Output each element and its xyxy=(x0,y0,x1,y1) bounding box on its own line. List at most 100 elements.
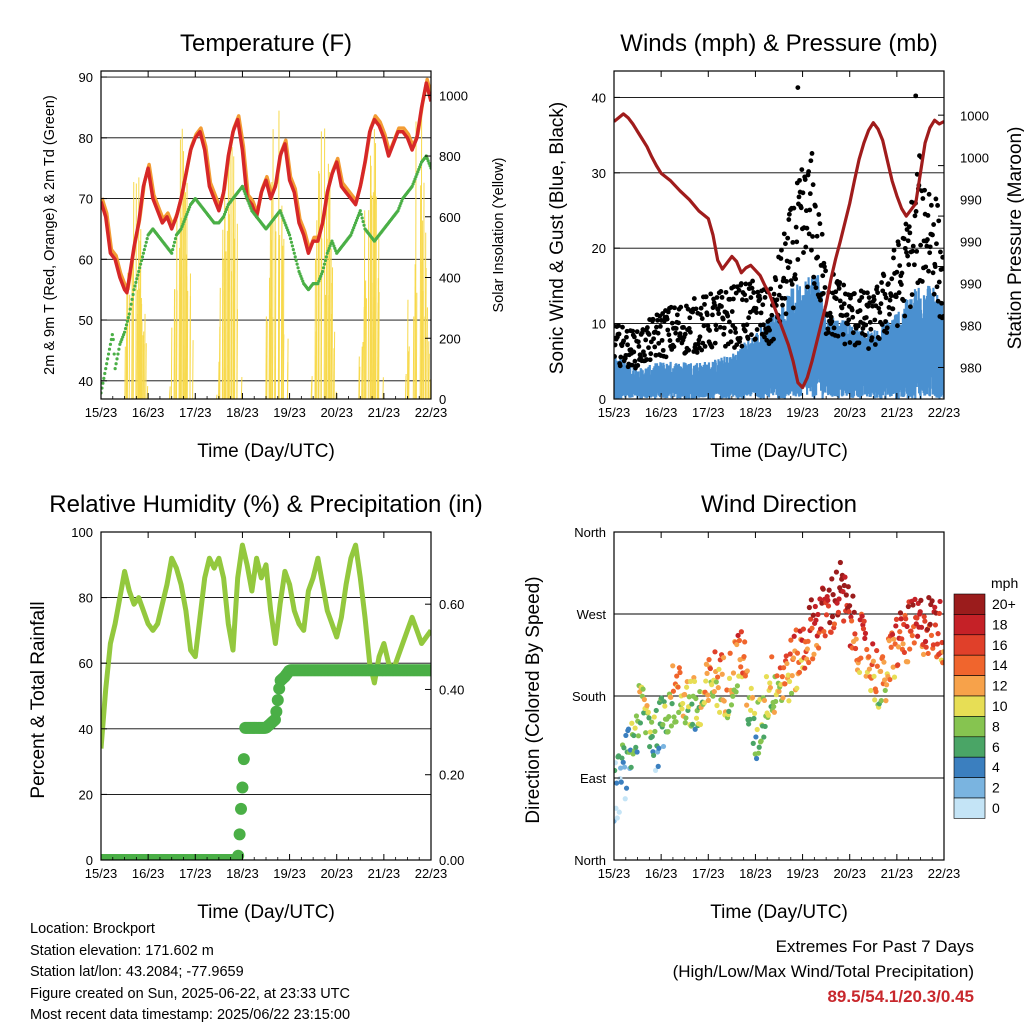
direction-point xyxy=(809,626,814,631)
gust-point xyxy=(758,297,763,302)
gust-point xyxy=(645,325,650,330)
gust-point xyxy=(771,337,776,342)
gust-point xyxy=(806,169,811,174)
direction-point xyxy=(935,631,940,636)
direction-point xyxy=(753,734,758,739)
figure-created: Figure created on Sun, 2025-06-22, at 23… xyxy=(30,984,350,1006)
gust-point xyxy=(755,327,760,332)
gust-point xyxy=(743,329,748,334)
gust-point xyxy=(805,285,810,290)
direction-point xyxy=(621,760,626,765)
dewpoint-point xyxy=(294,255,297,258)
direction-point xyxy=(692,679,697,684)
y-tick-label: South xyxy=(572,689,606,704)
direction-point xyxy=(677,670,682,675)
rainfall-point xyxy=(238,753,250,765)
direction-point xyxy=(928,622,933,627)
gust-point xyxy=(912,262,917,267)
direction-point xyxy=(712,689,717,694)
direction-point xyxy=(879,698,884,703)
direction-point xyxy=(756,751,761,756)
direction-point xyxy=(624,786,629,791)
direction-point xyxy=(737,638,742,643)
direction-point xyxy=(878,669,883,674)
gust-point xyxy=(768,317,773,322)
direction-point xyxy=(706,657,711,662)
gust-point xyxy=(887,312,892,317)
y-tick-label: West xyxy=(577,607,607,622)
gust-point xyxy=(719,289,724,294)
direction-point xyxy=(919,625,924,630)
gust-point xyxy=(778,256,783,261)
gust-point xyxy=(810,151,815,156)
gust-point xyxy=(733,326,738,331)
dewpoint-point xyxy=(123,331,126,334)
direction-point xyxy=(751,716,756,721)
direction-point xyxy=(615,815,620,820)
direction-point xyxy=(766,713,771,718)
direction-point xyxy=(768,685,773,690)
gust-point xyxy=(795,85,800,90)
direction-point xyxy=(797,670,802,675)
gust-point xyxy=(746,336,751,341)
direction-point xyxy=(881,660,886,665)
direction-point xyxy=(922,614,927,619)
direction-point xyxy=(730,694,735,699)
dewpoint-point xyxy=(296,266,299,269)
gust-point xyxy=(754,310,759,315)
direction-point xyxy=(638,720,643,725)
direction-point xyxy=(816,645,821,650)
x-tick-label: 22/23 xyxy=(415,405,448,420)
direction-point xyxy=(703,678,708,683)
dewpoint-point xyxy=(131,298,134,301)
dewpoint-point xyxy=(325,255,328,258)
gust-point xyxy=(646,345,651,350)
direction-point xyxy=(872,697,877,702)
gust-point xyxy=(666,332,671,337)
dewpoint-point xyxy=(321,270,324,273)
gust-point xyxy=(719,304,724,309)
dewpoint-point xyxy=(173,241,176,244)
gust-point xyxy=(841,283,846,288)
direction-point xyxy=(912,640,917,645)
gust-point xyxy=(673,331,678,336)
gust-point xyxy=(868,327,873,332)
direction-point xyxy=(714,679,719,684)
direction-point xyxy=(647,744,652,749)
gust-point xyxy=(812,281,817,286)
gust-point xyxy=(783,241,788,246)
legend-swatch xyxy=(954,676,985,696)
direction-point xyxy=(781,665,786,670)
y-tick-label: 50 xyxy=(79,313,93,328)
direction-point xyxy=(898,610,903,615)
y-tick-label: 100 xyxy=(71,525,93,540)
direction-point xyxy=(829,630,834,635)
y-tick-label: 10 xyxy=(592,317,606,332)
dewpoint-point xyxy=(104,367,107,370)
dewpoint-point xyxy=(129,308,132,311)
direction-point xyxy=(660,722,665,727)
y-tick-label: North xyxy=(574,853,606,868)
direction-point xyxy=(633,726,638,731)
legend-swatch xyxy=(954,798,985,818)
direction-point xyxy=(929,633,934,638)
gust-point xyxy=(654,325,659,330)
direction-point xyxy=(635,749,640,754)
direction-point xyxy=(918,598,923,603)
direction-point xyxy=(847,603,852,608)
direction-point xyxy=(857,670,862,675)
gust-point xyxy=(694,306,699,311)
gust-point xyxy=(759,310,764,315)
gust-point xyxy=(883,319,888,324)
gust-point xyxy=(850,308,855,313)
direction-point xyxy=(875,664,880,669)
gust-point xyxy=(793,272,798,277)
gust-point xyxy=(750,279,755,284)
gust-point xyxy=(895,323,900,328)
gust-point xyxy=(635,363,640,368)
dewpoint-point xyxy=(112,338,115,341)
gust-point xyxy=(773,277,778,282)
y2-tick-label: 980 xyxy=(960,360,982,375)
x-tick-label: 18/23 xyxy=(226,405,259,420)
direction-point xyxy=(656,746,661,751)
